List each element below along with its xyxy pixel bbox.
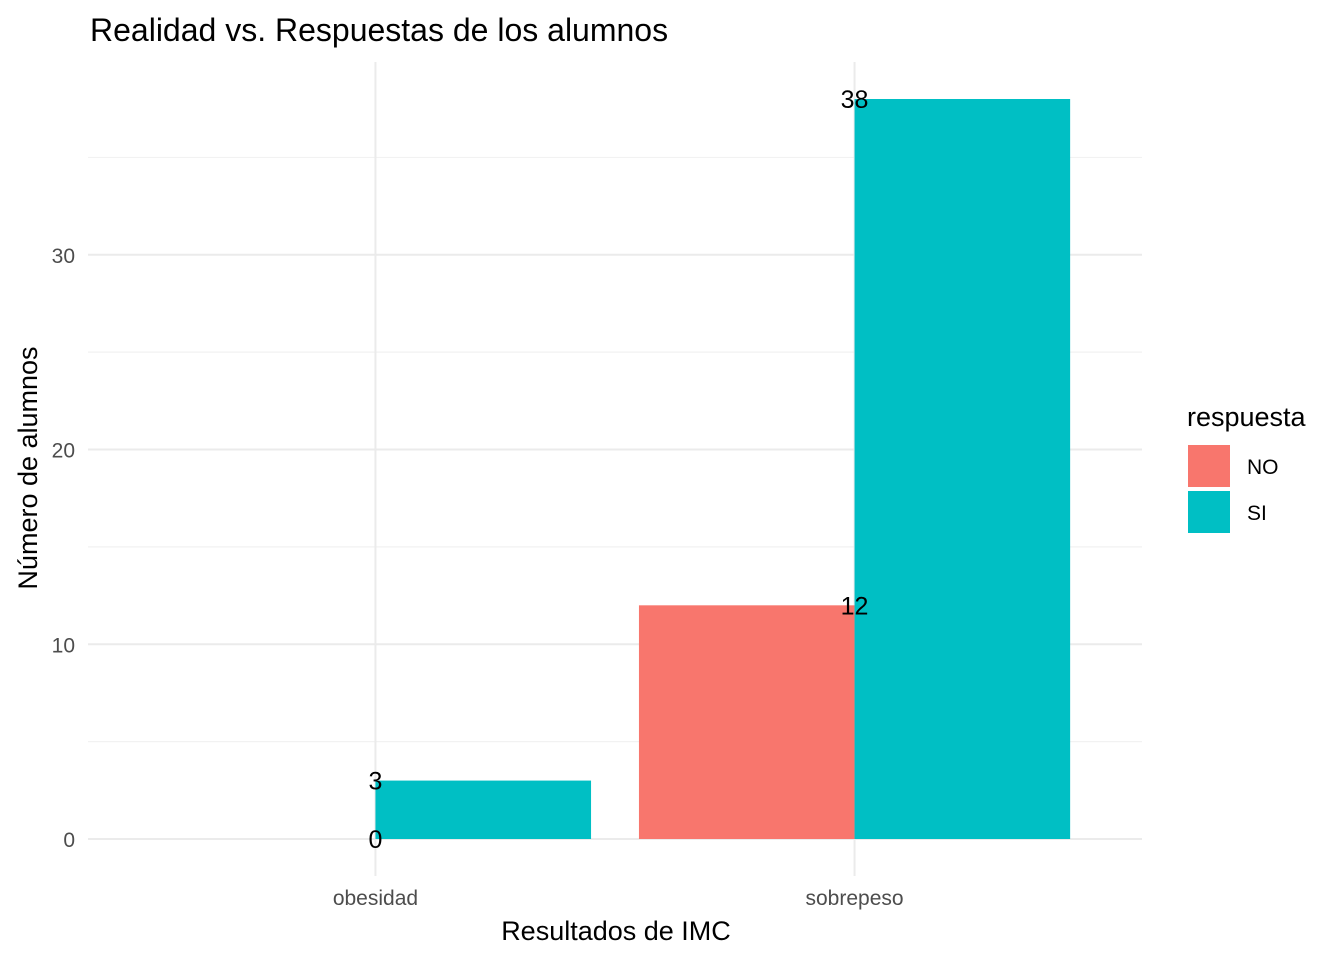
y-tick-label: 30 — [52, 245, 75, 268]
bar-sobrepeso-SI — [854, 99, 1071, 839]
data-label-sobrepeso-NO: 12 — [841, 592, 869, 620]
legend-key-SI — [1188, 491, 1230, 533]
x-axis-title: Resultados de IMC — [501, 916, 731, 946]
y-tick-label: 0 — [63, 829, 75, 852]
y-tick-label: 20 — [52, 440, 75, 463]
y-tick-label: 10 — [52, 634, 75, 657]
legend: respuesta NO SI — [1187, 402, 1307, 533]
data-labels: 0 3 12 38 — [369, 86, 869, 854]
data-label-obesidad-SI: 3 — [369, 768, 383, 796]
legend-label-SI: SI — [1247, 502, 1267, 525]
legend-title: respuesta — [1187, 402, 1307, 432]
x-tick-label: obesidad — [333, 887, 418, 910]
bar-obesidad-SI — [375, 780, 592, 839]
bars — [375, 99, 1071, 839]
y-axis-title: Número de alumnos — [13, 346, 43, 589]
chart-title: Realidad vs. Respuestas de los alumnos — [90, 12, 668, 48]
legend-label-NO: NO — [1247, 456, 1279, 479]
bar-sobrepeso-NO — [638, 605, 855, 839]
y-axis-ticks: 0 10 20 30 — [52, 245, 75, 852]
legend-key-NO — [1188, 445, 1230, 487]
x-tick-label: sobrepeso — [806, 887, 904, 910]
x-axis-ticks: obesidad sobrepeso — [333, 887, 904, 910]
data-label-obesidad-NO: 0 — [369, 826, 383, 854]
data-label-sobrepeso-SI: 38 — [841, 86, 869, 114]
